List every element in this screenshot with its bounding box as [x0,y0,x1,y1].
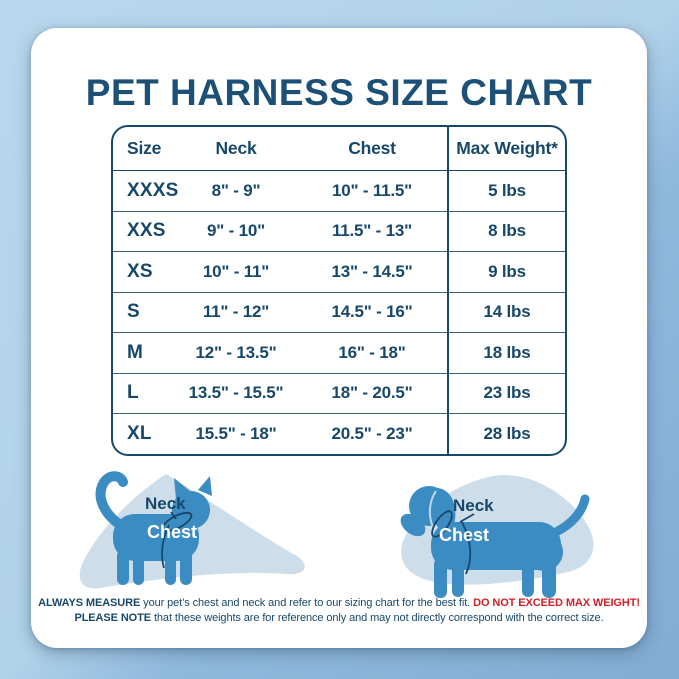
footnote-note-text: that these weights are for reference onl… [153,612,604,624]
neck-cell: 8" - 9" [175,170,297,211]
measurement-figures: Neck Chest [31,466,647,608]
footnote-please-note: PLEASE NOTE [74,612,151,624]
cat-measurement-figure: Neck Chest [73,466,323,606]
neck-cell: 9" - 10" [175,210,297,252]
weight-cell: 9 lbs [447,251,565,292]
cat-icon [79,471,305,589]
weight-cell: 14 lbs [447,291,565,332]
col-header-chest: Chest [348,138,396,158]
chest-cell: 10" - 11.5" [297,170,447,211]
weight-cell: 23 lbs [447,372,565,413]
cat-chest-label: Chest [147,522,198,542]
size-cell: XL [113,413,175,454]
neck-cell: 13.5" - 15.5" [175,372,297,414]
col-header-max-weight: Max Weight* [447,127,565,170]
neck-cell: 15.5" - 18" [175,413,297,454]
dog-measurement-figure: Neck Chest [376,466,621,606]
size-cell: S [113,291,175,333]
neck-cell: 10" - 11" [175,251,297,292]
footnote-measure-text: your pet’s chest and neck and refer to o… [143,597,471,609]
dog-neck-label: Neck [453,496,494,515]
footnote-line-1: ALWAYS MEASURE your pet’s chest and neck… [31,596,647,611]
weight-cell: 8 lbs [447,210,565,251]
weight-cell: 5 lbs [447,170,565,211]
cat-neck-label: Neck [145,494,186,513]
chest-cell: 20.5" - 23" [297,413,447,454]
dog-chest-label: Chest [439,525,490,545]
measuring-strap-lines [431,510,475,575]
page-title: PET HARNESS SIZE CHART [85,72,593,113]
chest-cell: 11.5" - 13" [297,210,447,252]
footnote: ALWAYS MEASURE your pet’s chest and neck… [31,596,647,626]
weight-cell: 18 lbs [447,332,565,373]
size-chart-card: PET HARNESS SIZE CHART Size Neck Chest M… [31,28,647,648]
col-header-size: Size [127,138,162,158]
weight-cell: 28 lbs [447,413,565,454]
size-cell: L [113,372,175,414]
chest-cell: 13" - 14.5" [297,251,447,292]
size-cell: M [113,332,175,373]
dog-icon [400,475,594,598]
neck-cell: 11" - 12" [175,291,297,333]
chest-cell: 14.5" - 16" [297,291,447,333]
size-cell: XXS [113,210,175,252]
footnote-line-2: PLEASE NOTE that these weights are for r… [31,611,647,626]
footnote-warning: DO NOT EXCEED MAX WEIGHT! [473,597,640,609]
chest-cell: 16" - 18" [297,332,447,373]
neck-cell: 12" - 13.5" [175,332,297,373]
col-header-neck: Neck [215,138,257,158]
size-table: Size Neck Chest Max Weight* XXXS 8" - 9"… [111,125,567,456]
footnote-always-measure: ALWAYS MEASURE [38,597,141,609]
measuring-strap-lines [161,511,193,569]
size-cell: XXXS [113,170,178,211]
size-cell: XS [113,251,175,292]
chest-cell: 18" - 20.5" [297,372,447,414]
